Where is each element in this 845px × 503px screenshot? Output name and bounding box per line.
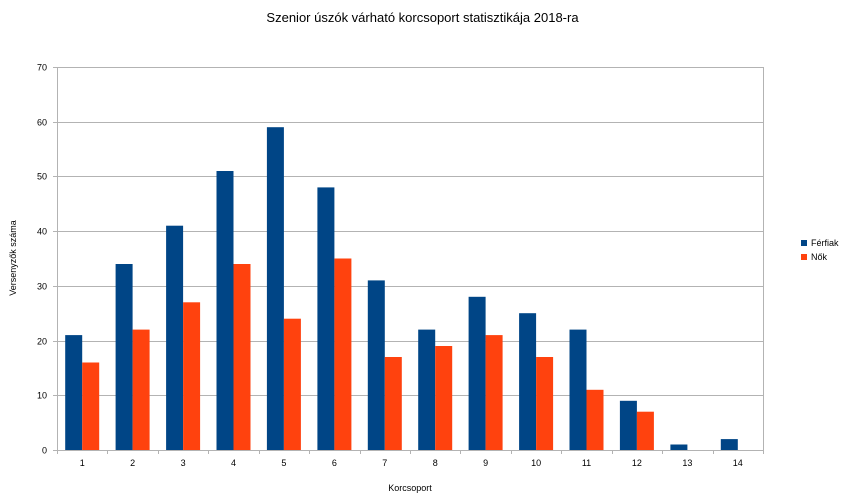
y-tick-label: 0 bbox=[42, 446, 47, 456]
x-tick-label: 12 bbox=[632, 458, 642, 468]
bar-nok bbox=[233, 264, 251, 450]
bar-ferfiak bbox=[216, 171, 234, 450]
bar-nok bbox=[586, 389, 604, 450]
x-tick-label: 1 bbox=[80, 458, 85, 468]
x-tick-label: 11 bbox=[582, 458, 591, 468]
y-tick-label: 30 bbox=[37, 282, 47, 292]
bar-nok bbox=[283, 318, 301, 450]
bar-nok bbox=[384, 357, 402, 450]
y-tick-label: 70 bbox=[37, 63, 47, 73]
x-tick-label: 5 bbox=[281, 458, 286, 468]
bar-nok bbox=[334, 258, 352, 450]
y-axis-title: Versenyzők száma bbox=[8, 220, 18, 296]
bar-ferfiak bbox=[569, 329, 587, 450]
bar-nok bbox=[636, 411, 654, 450]
y-tick-label: 60 bbox=[37, 118, 47, 128]
x-tick-label: 6 bbox=[332, 458, 337, 468]
grid-lines bbox=[57, 67, 763, 451]
legend-label: Férfiak bbox=[811, 238, 839, 248]
bar-ferfiak bbox=[115, 264, 133, 450]
legend: Férfiak Nők bbox=[801, 238, 839, 262]
legend-swatch bbox=[801, 254, 807, 260]
bar-ferfiak bbox=[519, 313, 537, 450]
x-tick-label: 2 bbox=[130, 458, 135, 468]
legend-label: Nők bbox=[811, 252, 828, 262]
bar-nok bbox=[82, 362, 100, 450]
bar-ferfiak bbox=[266, 127, 284, 450]
bar-nok bbox=[536, 357, 554, 450]
bar-ferfiak bbox=[720, 439, 738, 450]
bar-ferfiak bbox=[418, 329, 436, 450]
bar-ferfiak bbox=[367, 280, 385, 450]
x-tick-label: 13 bbox=[682, 458, 692, 468]
bar-nok bbox=[485, 335, 503, 450]
bar-ferfiak bbox=[670, 444, 688, 450]
legend-swatch bbox=[801, 240, 807, 246]
x-tick-label: 7 bbox=[382, 458, 387, 468]
x-axis-title: Korcsoport bbox=[388, 483, 432, 493]
x-tick-label: 9 bbox=[483, 458, 488, 468]
bar-ferfiak bbox=[619, 400, 637, 450]
bar-nok bbox=[183, 302, 201, 450]
bar-nok bbox=[435, 346, 453, 450]
x-tick-label: 10 bbox=[531, 458, 541, 468]
y-tick-label: 40 bbox=[37, 227, 47, 237]
x-tick-label: 14 bbox=[733, 458, 743, 468]
x-tick-label: 3 bbox=[181, 458, 186, 468]
y-tick-label: 50 bbox=[37, 172, 47, 182]
x-tick-label: 4 bbox=[231, 458, 236, 468]
chart-title: Szenior úszók várható korcsoport statisz… bbox=[266, 10, 579, 25]
bars bbox=[65, 127, 738, 450]
x-tick-label: 8 bbox=[433, 458, 438, 468]
y-tick-label: 10 bbox=[37, 391, 47, 401]
bar-ferfiak bbox=[166, 225, 184, 450]
y-tick-label: 20 bbox=[37, 337, 47, 347]
bar-nok bbox=[132, 329, 150, 450]
bar-ferfiak bbox=[468, 296, 486, 450]
bar-ferfiak bbox=[317, 187, 335, 450]
bar-ferfiak bbox=[65, 335, 83, 450]
